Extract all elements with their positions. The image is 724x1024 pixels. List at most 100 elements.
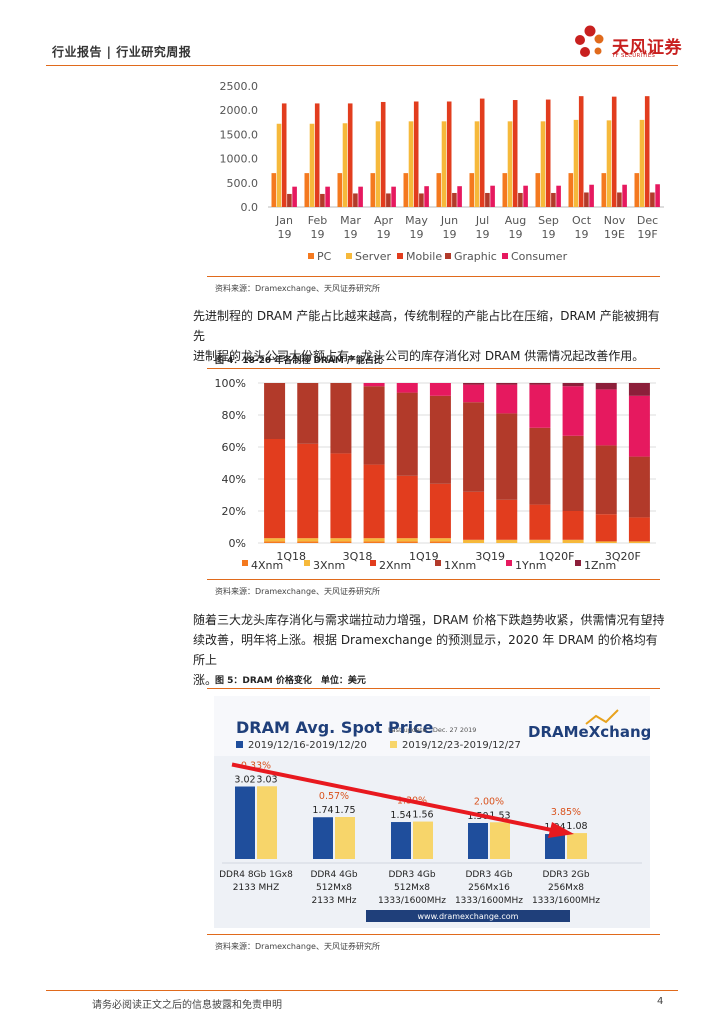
x-tick-label: 1Q19 [409, 550, 439, 563]
stack-2xnm-5 [429, 483, 451, 539]
stack-4xnm-5 [429, 541, 451, 543]
stack-1znm-9 [562, 383, 584, 387]
price-value-label: 1.53 [489, 810, 510, 821]
x-tick-label: 19 [278, 228, 292, 241]
bar-mobile-4 [413, 101, 419, 207]
bar-mobile-1 [314, 103, 320, 207]
report-category: 行业报告 | 行业研究周报 [52, 45, 192, 59]
stack-2xnm-4 [396, 475, 418, 539]
y-tick-label: 1500.0 [220, 128, 259, 141]
legend-label-4xnm: 4Xnm [251, 559, 283, 572]
stack-1znm-6 [463, 383, 485, 385]
stack-1xnm-10 [595, 445, 617, 515]
paragraph-line: 随着三大龙头库存消化与需求端拉动力增强，DRAM 价格下跌趋势收紧，供需情况有望… [193, 613, 665, 627]
paragraph-line: 涨。 [193, 673, 218, 687]
x-tick-label: 19 [509, 228, 523, 241]
bar-server-5 [441, 121, 447, 207]
legend-swatch-1xnm [435, 560, 441, 566]
bar-mobile-11 [644, 96, 650, 207]
price-bar-week2-3 [490, 822, 510, 859]
stack-1znm-8 [529, 383, 551, 385]
bar-mobile-7 [512, 100, 518, 207]
stack-1xnm-2 [330, 383, 352, 454]
x-tick-label: 19 [542, 228, 556, 241]
price-value-label: 1.56 [412, 810, 433, 821]
x-tick-label: 19F [637, 228, 657, 241]
bar-pc-9 [568, 173, 574, 207]
monthly-dram-chart: 2500.02000.01500.01000.0500.00.0Jan19Feb… [220, 80, 664, 263]
stack-2xnm-11 [628, 517, 650, 542]
x-tick-label: Feb [308, 214, 327, 227]
stack-4xnm-2 [330, 541, 352, 543]
legend-swatch-mobile [397, 253, 403, 259]
figure-5-title: 图 5：DRAM 价格变化 单位：美元 [215, 676, 366, 686]
bar-consumer-9 [589, 184, 594, 207]
brand-swoosh-icon [585, 709, 619, 725]
stack-1xnm-0 [264, 383, 286, 439]
bar-pc-11 [634, 173, 640, 207]
legend-label-1xnm: 1Xnm [444, 559, 476, 572]
page-number: 4 [657, 996, 664, 1007]
product-label: 1333/1600MHz [455, 896, 523, 906]
x-tick-label: Dec [637, 214, 658, 227]
stack-2xnm-6 [463, 491, 485, 540]
product-label: DDR3 2Gb [542, 870, 589, 880]
y-tick-label: 20% [222, 505, 246, 518]
bar-consumer-6 [490, 185, 495, 207]
stack-3xnm-9 [562, 539, 584, 543]
x-tick-label: 19 [443, 228, 457, 241]
bar-server-0 [276, 123, 282, 207]
stack-3xnm-8 [529, 539, 551, 543]
body-paragraph-1: 先进制程的 DRAM 产能占比越来越高，传统制程的产能占比在压缩，DRAM 产能… [193, 306, 668, 366]
x-tick-label: 19 [311, 228, 325, 241]
bar-mobile-3 [380, 101, 386, 207]
header-divider [46, 65, 678, 66]
bar-pc-7 [502, 173, 508, 207]
y-tick-label: 0% [229, 537, 246, 550]
bar-pc-6 [469, 173, 475, 207]
y-tick-label: 0.0 [241, 201, 259, 214]
legend-swatch-graphic [445, 253, 451, 259]
x-tick-label: 1Q18 [276, 550, 306, 563]
infographic-header-band [214, 696, 650, 756]
stack-1xnm-3 [363, 386, 385, 465]
stack-1xnm-9 [562, 435, 584, 511]
x-tick-label: 3Q20F [605, 550, 641, 563]
x-tick-label: Oct [572, 214, 592, 227]
page-header: 行业报告 | 行业研究周报 天风证券 TF SECURITIES [0, 0, 724, 70]
stack-1ynm-8 [529, 384, 551, 428]
stack-3xnm-6 [463, 539, 485, 543]
trend-arrowhead-icon [548, 822, 574, 839]
bar-consumer-4 [424, 186, 429, 207]
bar-pc-0 [271, 173, 277, 207]
process-share-chart: 100% 80% 60% 40% 20% 0% 1Q18 3Q18 1Q19 3Q19 1Q20F 3… [215, 377, 656, 572]
legend-label-consumer: Consumer [511, 250, 568, 263]
legend-label-1ynm: 1Ynm [515, 559, 546, 572]
disclaimer-note: 请务必阅读正文之后的信息披露和免责申明 [92, 1000, 282, 1011]
y-tick-label: 1000.0 [220, 153, 259, 166]
y-tick-label: 80% [222, 409, 246, 422]
bar-mobile-9 [578, 96, 584, 207]
bar-graphic-11 [650, 192, 655, 207]
product-label: 512Mx8 [394, 883, 430, 893]
stack-3xnm-7 [496, 539, 518, 543]
stack-3xnm-0 [264, 538, 286, 542]
bar-consumer-11 [655, 184, 660, 207]
legend-swatch-pc [308, 253, 314, 259]
stack-4xnm-1 [297, 541, 319, 543]
legend-label-2xnm: 2Xnm [379, 559, 411, 572]
stack-3xnm-1 [297, 538, 319, 542]
legend-label-graphic: Graphic [454, 250, 497, 263]
chart3-source-divider [207, 934, 660, 935]
stack-2xnm-10 [595, 514, 617, 542]
y-tick-label: 100% [215, 377, 246, 390]
legend-label-3xnm: 3Xnm [313, 559, 345, 572]
bar-graphic-4 [419, 193, 424, 207]
stack-2xnm-9 [562, 511, 584, 540]
bar-graphic-5 [452, 192, 457, 207]
bar-graphic-1 [320, 193, 325, 207]
bar-consumer-0 [292, 186, 297, 207]
brand-logo: DRAMeXchange [528, 723, 650, 741]
price-bar-week2-2 [413, 821, 433, 859]
stack-2xnm-0 [264, 439, 286, 539]
